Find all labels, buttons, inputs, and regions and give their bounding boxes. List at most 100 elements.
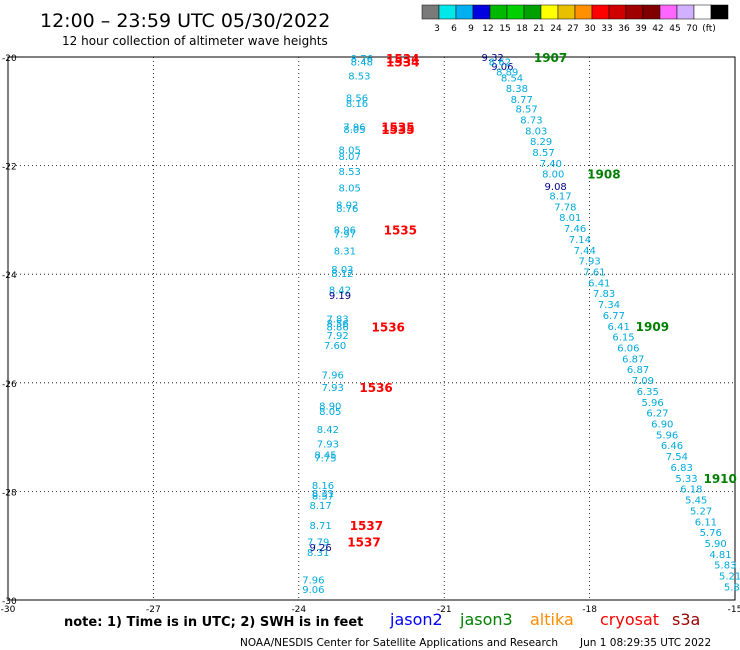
wave-height-point: 8.56 <box>326 319 348 330</box>
wave-height-point: 7.93 <box>322 383 344 394</box>
wave-height-point: 5.96 <box>656 430 678 441</box>
plot-frame <box>7 56 736 601</box>
pass-number-label: 1908 <box>587 168 620 182</box>
wave-height-point: 8.05 <box>339 183 361 194</box>
wave-height-point: 8.57 <box>515 105 537 116</box>
x-tick-label: -27 <box>146 605 161 615</box>
y-tick-label: -22 <box>2 163 17 173</box>
wave-height-point: 8.31 <box>312 489 334 500</box>
wave-height-point: 7.09 <box>632 376 654 387</box>
color-scale-label: 3 <box>434 24 440 34</box>
color-scale-bar <box>421 4 729 20</box>
pass-number-label: 1535 <box>381 121 414 135</box>
wave-height-point: 8.71 <box>309 521 331 532</box>
wave-height-point: 8.53 <box>348 71 370 82</box>
color-swatch <box>455 4 474 20</box>
color-scale-label: 70 <box>686 24 698 34</box>
x-tick-label: -21 <box>437 605 452 615</box>
wave-height-point: 5.33 <box>675 474 697 485</box>
pass-number-label: 1534 <box>386 55 419 69</box>
color-swatch <box>659 4 678 20</box>
pass-number-label: 1536 <box>372 320 405 334</box>
wave-height-point: 8.01 <box>559 213 581 224</box>
color-scale-label: 33 <box>601 24 612 34</box>
color-swatch <box>472 4 491 20</box>
wave-height-point: 6.41 <box>608 322 630 333</box>
wave-height-point: 8.03 <box>525 126 547 137</box>
pass-number-label: 1535 <box>381 123 414 137</box>
legend-item-s3a: s3a <box>672 610 700 629</box>
wave-height-point: 5.83 <box>724 582 740 593</box>
wave-height-point: 8.77 <box>511 95 533 106</box>
data-points: 8.768.488.538.568.167.968.058.058.078.53… <box>302 53 740 596</box>
color-scale-label: 21 <box>533 24 544 34</box>
wave-height-point: 6.41 <box>588 278 610 289</box>
x-tick-label: -24 <box>291 605 306 615</box>
wave-height-point: 8.57 <box>532 148 554 159</box>
wave-height-point: 5.96 <box>641 398 663 409</box>
wave-height-point: 7.92 <box>326 331 348 342</box>
wave-height-point: 9.06 <box>302 585 324 596</box>
wave-height-point: 6.11 <box>695 517 717 528</box>
pass-number-label: 1537 <box>347 535 380 549</box>
wave-height-point: 8.05 <box>339 145 361 156</box>
wave-height-point: 7.14 <box>569 235 591 246</box>
wave-height-point: 8.42 <box>329 285 351 296</box>
wave-height-point: 8.31 <box>307 548 329 559</box>
pass-number-label: 1907 <box>534 51 567 65</box>
wave-height-point: 8.03 <box>331 265 353 276</box>
wave-height-point: 8.17 <box>309 501 331 512</box>
wave-height-point: 8.62 <box>489 57 511 68</box>
y-tick-label: -24 <box>2 271 17 281</box>
color-scale-label: 27 <box>567 24 578 34</box>
chart-title: 12:00 – 23:59 UTC 05/30/2022 <box>40 10 330 32</box>
wave-height-point: 6.35 <box>637 387 659 398</box>
color-scale-label: 24 <box>550 24 562 34</box>
color-scale-label: 6 <box>451 24 457 34</box>
wave-height-point: 7.78 <box>554 202 576 213</box>
color-swatch <box>489 4 508 20</box>
wave-height-point: 7.54 <box>666 452 688 463</box>
color-swatch <box>421 4 440 20</box>
wave-height-point: 7.83 <box>326 315 348 326</box>
y-tick-label: -20 <box>2 54 17 64</box>
wave-height-point: 8.45 <box>314 450 336 461</box>
color-swatch <box>710 4 729 20</box>
wave-height-point: 8.56 <box>346 94 368 105</box>
y-tick-label: -28 <box>2 488 17 498</box>
wave-height-point: 8.16 <box>346 99 368 110</box>
color-swatch <box>540 4 559 20</box>
footer-timestamp: Jun 1 08:29:35 UTC 2022 <box>579 637 711 649</box>
color-swatch <box>506 4 525 20</box>
pass-labels: 1534153415351535153515361536153715371907… <box>347 51 737 549</box>
wave-height-point: 9.06 <box>491 62 513 73</box>
legend-item-jason2: jason2 <box>389 610 443 629</box>
wave-height-point: 7.34 <box>598 300 620 311</box>
wave-height-point: 8.12 <box>331 269 353 280</box>
footer-note: note: 1) Time is in UTC; 2) SWH is in fe… <box>64 615 363 630</box>
legend-item-cryosat: cryosat <box>600 610 659 629</box>
color-swatch <box>676 4 695 20</box>
wave-height-point: 7.75 <box>314 454 336 465</box>
wave-height-point: 7.60 <box>324 341 346 352</box>
color-scale-label: 42 <box>652 24 663 34</box>
satellite-legend: jason2 jason3 altika cryosat s3a <box>389 610 700 629</box>
wave-height-point: 5.90 <box>704 539 726 550</box>
color-scale-label: 36 <box>618 24 630 34</box>
wave-height-point: 6.18 <box>680 485 702 496</box>
wave-height-point: 7.93 <box>578 257 600 268</box>
wave-height-point: 8.38 <box>506 84 528 95</box>
wave-height-point: 8.29 <box>530 137 552 148</box>
wave-height-point: 7.93 <box>317 440 339 451</box>
color-swatch <box>591 4 610 20</box>
pass-number-label: 1536 <box>359 381 392 395</box>
tick-labels: -30 -27 -24 -21 -18 -15 -20 -22 -24 -26 -28 -30 <box>1 54 740 615</box>
wave-height-point: 8.86 <box>326 322 348 333</box>
wave-height-point: 8.96 <box>334 226 356 237</box>
color-swatch <box>574 4 593 20</box>
color-scale-label: 12 <box>482 24 493 34</box>
color-swatch <box>642 4 661 20</box>
color-scale-label: 15 <box>499 24 510 34</box>
wave-height-point: 8.42 <box>317 425 339 436</box>
